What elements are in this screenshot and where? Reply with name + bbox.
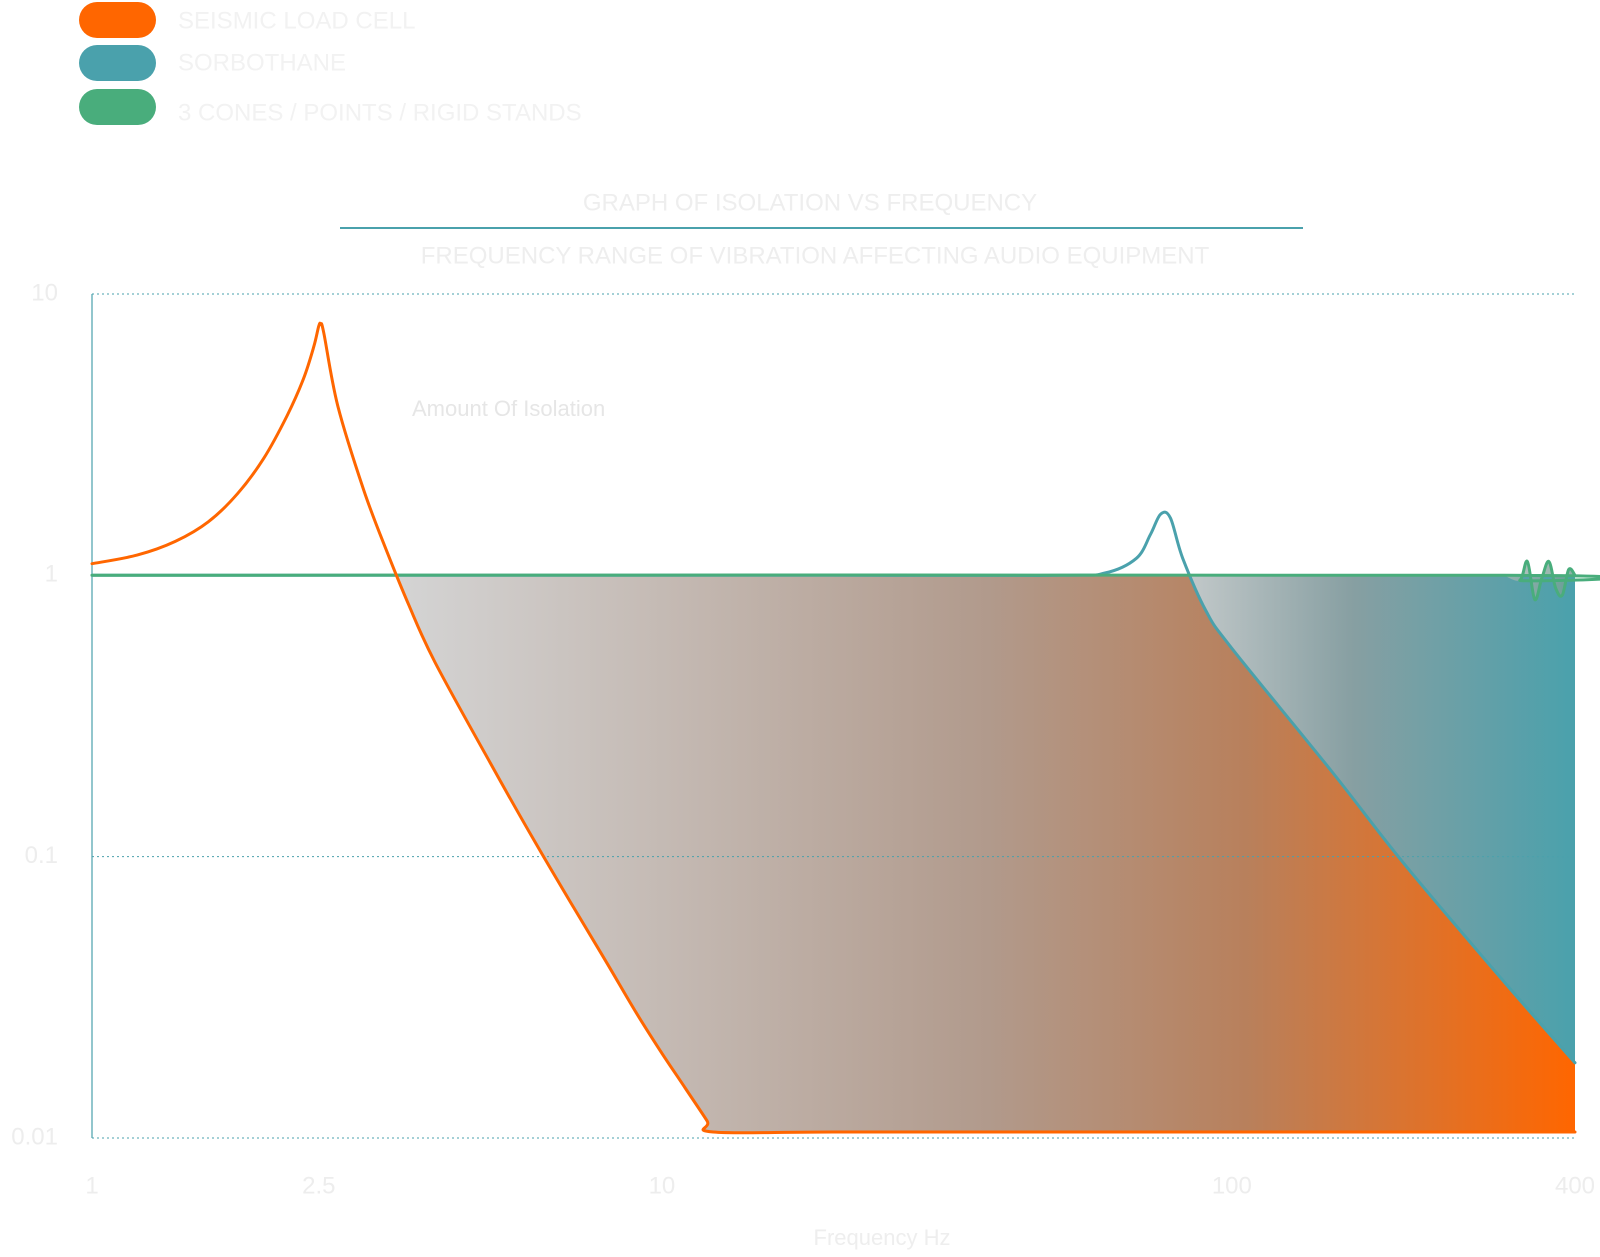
legend-item-cones: 3 CONES / POINTS / RIGID STANDS — [79, 89, 582, 126]
legend-label-seismic: SEISMIC LOAD CELL — [178, 7, 415, 34]
x-tick-labels: 1 2.5 10 100 400 — [85, 1172, 1595, 1199]
y-tick-label: 1 — [45, 561, 58, 588]
legend-item-sorbothane: SORBOTHANE — [79, 45, 346, 81]
seismic-load-cell-line — [90, 321, 1577, 1135]
cones-points-rigid-stands-line — [90, 559, 1600, 602]
x-tick-label: 400 — [1555, 1172, 1595, 1199]
y-tick-labels: 10 1 0.1 0.01 — [11, 279, 58, 1150]
legend-label-cones: 3 CONES / POINTS / RIGID STANDS — [178, 99, 582, 126]
x-tick-label: 2.5 — [302, 1172, 335, 1199]
grid — [92, 293, 1575, 1139]
x-tick-label: 10 — [649, 1172, 676, 1199]
seismic-isolation-area — [396, 575, 1576, 1133]
legend-swatch-cones — [79, 89, 156, 125]
x-axis-title: Frequency Hz — [814, 1225, 951, 1250]
x-tick-label: 100 — [1212, 1172, 1252, 1199]
y-tick-label: 0.01 — [11, 1123, 58, 1150]
legend-label-sorbothane: SORBOTHANE — [178, 49, 346, 76]
series-lines — [90, 321, 1600, 1135]
legend-item-seismic: SEISMIC LOAD CELL — [79, 2, 415, 38]
isolation-annotation: Amount Of Isolation — [412, 396, 605, 421]
sorbothane-isolation-area — [1190, 575, 1575, 1063]
legend-swatch-sorbothane — [79, 45, 156, 81]
y-tick-label: 0.1 — [25, 842, 58, 869]
isolation-fills — [396, 561, 1576, 1133]
x-tick-label: 1 — [85, 1172, 98, 1199]
chart-title: GRAPH OF ISOLATION VS FREQUENCY — [583, 189, 1037, 216]
y-tick-label: 10 — [31, 279, 58, 306]
legend: SEISMIC LOAD CELL SORBOTHANE 3 CONES / P… — [79, 2, 582, 126]
chart-subtitle: FREQUENCY RANGE OF VIBRATION AFFECTING A… — [421, 242, 1210, 269]
legend-swatch-seismic — [79, 2, 156, 38]
